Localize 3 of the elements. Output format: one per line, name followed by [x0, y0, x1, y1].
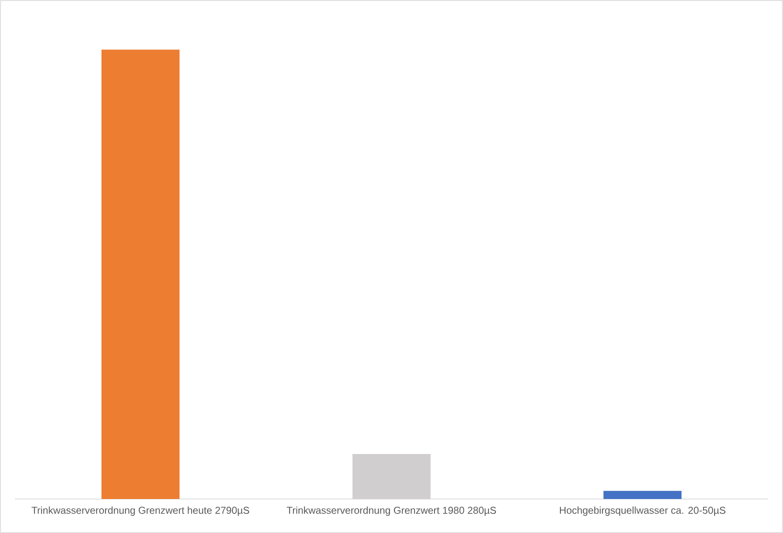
x-tick-label: Trinkwasserverordnung Grenzwert 1980 280µS [286, 506, 496, 516]
x-tick-label: Trinkwasserverordnung Grenzwert heute 2790µS [32, 506, 250, 516]
x-tick-label: Hochgebirgsquellwasser ca. 20-50µS [560, 506, 726, 516]
